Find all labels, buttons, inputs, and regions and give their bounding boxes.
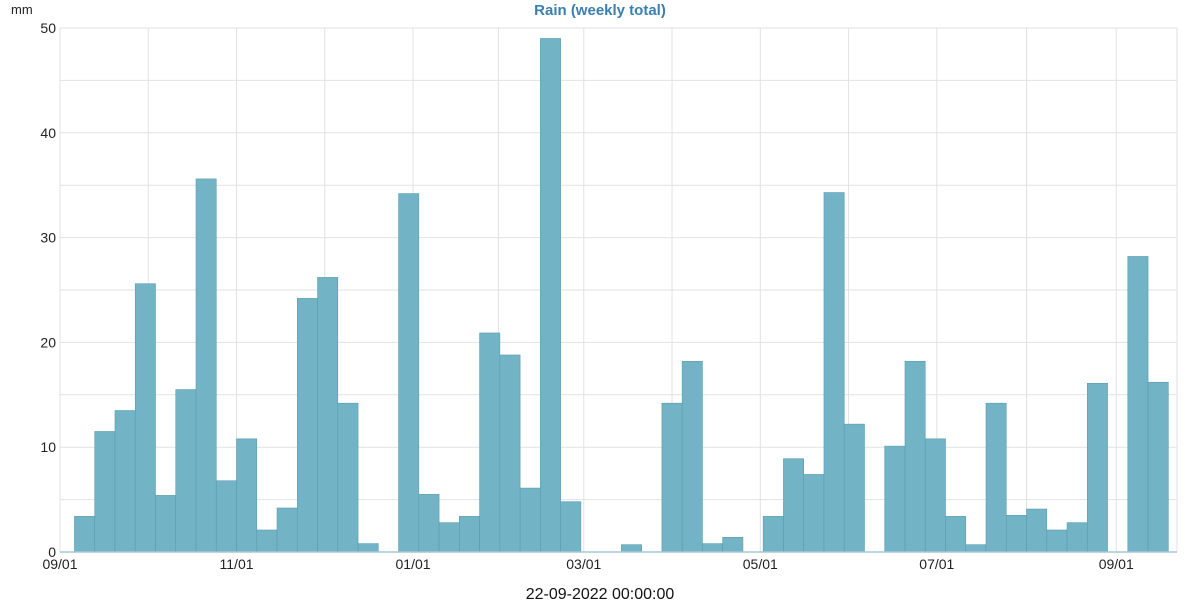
y-tick-labels: 0 10 20 30 40 50 [40, 20, 56, 560]
bar-week-2021-09-13 [94, 431, 116, 553]
y-tick-label: 30 [40, 230, 56, 246]
bar-week-2022-09-12 [1147, 381, 1169, 553]
bar-week-2022-08-15 [1066, 522, 1088, 553]
bar-week-2021-12-13 [357, 543, 379, 553]
bar-week-2022-01-10 [438, 522, 460, 553]
bar-week-2022-07-18 [985, 402, 1007, 553]
y-tick-label: 10 [40, 439, 56, 455]
bar-week-2022-04-18 [722, 537, 744, 553]
bar-week-2022-02-21 [560, 501, 582, 553]
x-tick-label: 09/01 [42, 556, 77, 572]
bar-week-2022-02-14 [540, 38, 561, 553]
bar-week-2022-05-16 [803, 474, 825, 553]
y-tick-label: 0 [48, 544, 56, 560]
y-tick-label: 20 [40, 334, 56, 350]
bar-week-2021-09-20 [114, 410, 136, 553]
y-tick-label: 50 [40, 20, 56, 36]
chart-footer-timestamp: 22-09-2022 00:00:00 [526, 586, 675, 600]
y-gridlines [60, 27, 1177, 553]
bar-week-2021-11-29 [317, 277, 339, 553]
bar-week-2021-11-01 [236, 438, 258, 553]
bar-week-2022-08-22 [1086, 382, 1108, 553]
bar-week-2022-05-02 [762, 516, 784, 553]
bar-week-2021-10-18 [195, 178, 217, 553]
bar-week-2022-05-23 [823, 192, 845, 553]
bar-week-2022-04-04 [681, 360, 703, 553]
bar-week-2022-08-08 [1046, 529, 1068, 553]
bar-week-2021-11-08 [256, 529, 278, 553]
bar-week-2021-10-25 [215, 480, 237, 553]
bar-week-2021-10-11 [175, 389, 197, 553]
bar-week-2021-11-22 [296, 298, 318, 553]
bar-week-2021-09-06 [74, 516, 96, 553]
bar-week-2022-07-25 [1005, 515, 1027, 553]
bar-week-2022-02-07 [519, 487, 541, 553]
bar-week-2021-10-04 [155, 495, 177, 553]
bar-week-2022-05-09 [783, 458, 805, 553]
y-tick-label: 40 [40, 125, 56, 141]
x-tick-label: 01/01 [396, 556, 431, 572]
bar-week-2022-01-17 [459, 516, 480, 553]
bar-week-2022-01-24 [479, 332, 501, 553]
bar-week-2021-12-27 [398, 193, 420, 553]
chart-title: Rain (weekly total) [534, 2, 666, 19]
x-tick-label: 05/01 [743, 556, 778, 572]
x-tick-label: 03/01 [566, 556, 601, 572]
bar-week-2022-07-04 [945, 516, 967, 553]
bar-week-2022-06-27 [924, 438, 946, 553]
y-axis-unit-label: mm [11, 2, 33, 17]
bar-week-2022-06-13 [884, 445, 906, 553]
bar-week-2021-11-15 [276, 507, 298, 553]
x-tick-labels: 09/01 11/01 01/01 03/01 05/01 07/01 09/01 [42, 556, 1133, 572]
bar-week-2022-05-30 [843, 423, 865, 553]
bar-week-2022-08-01 [1026, 508, 1048, 553]
bar-week-2022-01-31 [499, 354, 521, 553]
bar-week-2021-09-27 [134, 283, 156, 553]
bar-week-2022-01-03 [418, 494, 440, 553]
x-tick-label: 09/01 [1099, 556, 1134, 572]
bar-week-2022-07-11 [965, 544, 987, 553]
bar-week-2022-03-14 [621, 544, 642, 553]
bar-week-2022-03-28 [661, 402, 683, 553]
bar-week-2022-06-20 [904, 360, 926, 553]
bar-week-2022-09-05 [1127, 256, 1149, 553]
bars [74, 38, 1169, 553]
x-tick-label: 07/01 [919, 556, 954, 572]
bar-week-2021-12-06 [337, 402, 359, 553]
bar-week-2022-04-11 [702, 543, 723, 553]
x-tick-label: 11/01 [220, 556, 254, 572]
